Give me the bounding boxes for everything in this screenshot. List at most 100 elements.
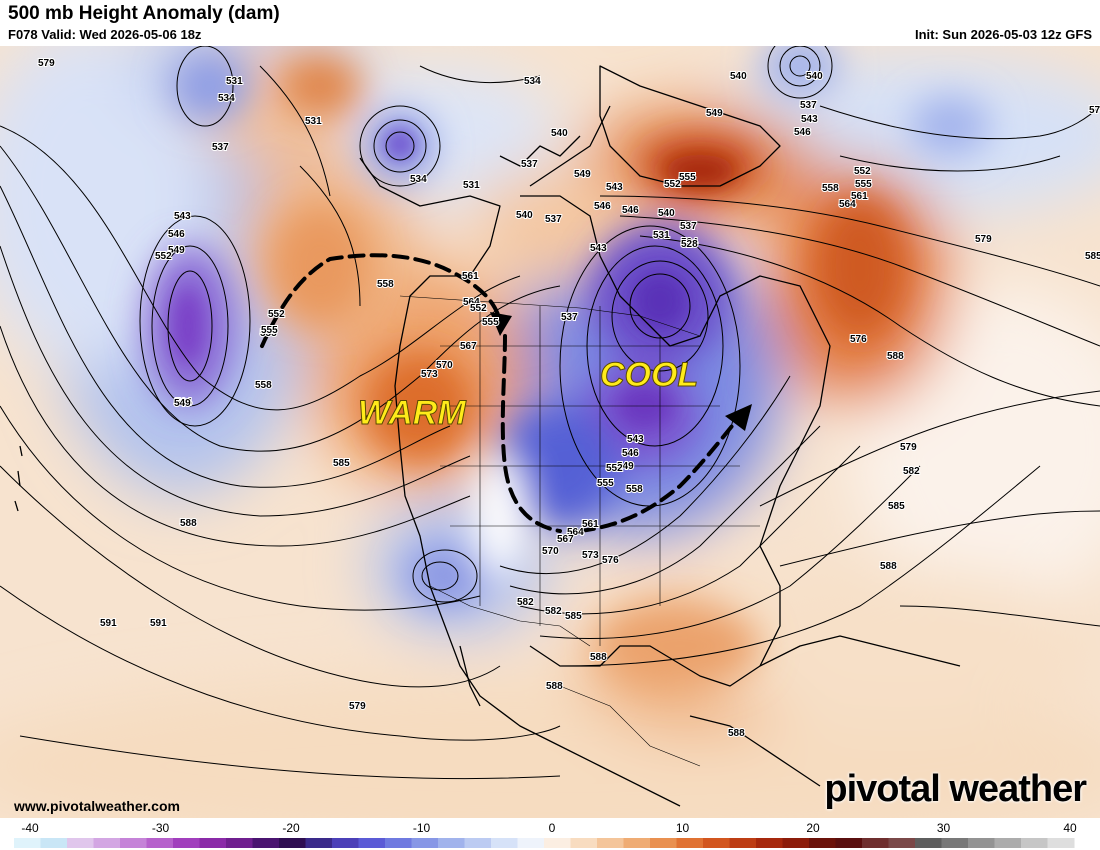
contour-label: 534 (681, 237, 698, 248)
contour-label: 585 (888, 501, 905, 512)
contour-label: 564 (839, 199, 856, 210)
colorbar-swatch (729, 838, 757, 848)
contour-label: 570 (436, 360, 453, 371)
contour-label: 549 (574, 169, 591, 180)
colorbar-swatch (941, 838, 969, 848)
contour-label: 528 (681, 239, 698, 250)
contour-label: 588 (546, 681, 563, 692)
contour-label: 546 (594, 201, 611, 212)
contour-label: 552 (470, 303, 487, 314)
colorbar-swatch (385, 838, 412, 848)
footer-url[interactable]: www.pivotalweather.com (14, 798, 180, 814)
colorbar-swatch (968, 838, 995, 848)
contour-label: 540 (806, 71, 823, 82)
contour-label: 558 (255, 380, 272, 391)
colorbar-swatch (756, 838, 783, 848)
contour-label: 582 (903, 466, 920, 477)
contour-label: 579 (38, 58, 55, 69)
contour-label: 552 (155, 251, 172, 262)
contour-label: 561 (582, 519, 599, 530)
contour-label: 546 (622, 205, 639, 216)
colorbar-tick-label: -30 (152, 821, 170, 835)
colorbar-ticks: -40 -30 -20 -10 0 10 20 30 40 (21, 821, 1077, 835)
contour-label: 555 (597, 478, 614, 489)
contour-label: 555 (261, 325, 278, 336)
colorbar-swatch (915, 838, 942, 848)
flow-arrows (260, 253, 742, 533)
contour-label: 540 (551, 128, 568, 139)
colorbar-swatch (491, 838, 518, 848)
contour-label: 588 (728, 728, 745, 739)
colorbar-swatch (782, 838, 810, 848)
colorbar-swatch (358, 838, 386, 848)
contour-label: 576 (850, 334, 867, 345)
contour-label: 579 (975, 234, 992, 245)
anomaly-field (0, 46, 1100, 818)
contour-label: 588 (180, 518, 197, 529)
colorbar-swatch (570, 838, 598, 848)
contour-label: 579 (349, 701, 366, 712)
colorbar-swatch (93, 838, 121, 848)
contour-label: 540 (516, 210, 533, 221)
contour-label: 576 (602, 555, 619, 566)
colorbar-swatch (67, 838, 94, 848)
colorbar-swatch (994, 838, 1022, 848)
contour-label: 552 (664, 179, 681, 190)
contour-label: 567 (557, 534, 574, 545)
contour-label: 537 (521, 159, 538, 170)
coastlines (14, 65, 961, 807)
colorbar-swatch (279, 838, 306, 848)
height-contours (0, 46, 1100, 780)
contour-label: 591 (100, 618, 117, 629)
contour-label: 564 (567, 527, 584, 538)
contour-label: 558 (822, 183, 839, 194)
contour-label: 537 (545, 214, 562, 225)
valid-time: F078 Valid: Wed 2026-05-06 18z (8, 27, 202, 42)
contour-label: 546 (168, 229, 185, 240)
colorbar-swatch (120, 838, 147, 848)
contour-label: 537 (561, 312, 578, 323)
colorbar-swatch (199, 838, 227, 848)
colorbar: -40 -30 -20 -10 0 10 20 30 40 (14, 821, 1077, 848)
colorbar-swatch (809, 838, 836, 848)
colorbar-swatch (438, 838, 465, 848)
contour-label: 588 (880, 561, 897, 572)
contour-label: 546 (794, 127, 811, 138)
contour-label: 585 (333, 458, 350, 469)
contour-label: 531 (653, 230, 670, 241)
cool-annotation: COOL (600, 356, 698, 394)
colorbar-tick-label: 30 (937, 821, 951, 835)
colorbar-swatch (252, 838, 280, 848)
contour-label: 564 (175, 397, 192, 408)
contour-label: 543 (627, 434, 644, 445)
colorbar-swatch (517, 838, 545, 848)
contour-label: 543 (174, 211, 191, 222)
colorbar-swatch (40, 838, 68, 848)
contour-label: 540 (658, 208, 675, 219)
contour-label: 558 (377, 279, 394, 290)
colorbar-swatch (226, 838, 253, 848)
contour-label: 549 (706, 108, 723, 119)
contour-label: 534 (218, 93, 235, 104)
contour-label: 591 (150, 618, 167, 629)
init-time: Init: Sun 2026-05-03 12z GFS (914, 27, 1092, 42)
contour-label: 582 (517, 597, 534, 608)
warm-annotation: WARM (358, 394, 466, 432)
colorbar-swatch (623, 838, 651, 848)
contour-label: 573 (582, 550, 599, 561)
contour-label: 549 (617, 461, 634, 472)
contour-label: 555 (679, 172, 696, 183)
contour-label: 564 (463, 297, 480, 308)
contour-label: 579 (900, 442, 917, 453)
colorbar-swatch (332, 838, 359, 848)
contour-label: 534 (524, 76, 541, 87)
map-title: 500 mb Height Anomaly (dam) (8, 3, 280, 24)
arrow-heads (490, 312, 752, 431)
contour-label: 570 (542, 546, 559, 557)
arrowhead-east (725, 404, 752, 431)
contour-label: 588 (887, 351, 904, 362)
colorbar-swatch (835, 838, 863, 848)
contour-label: 552 (854, 166, 871, 177)
colorbar-swatch (597, 838, 624, 848)
colorbar-tick-label: -40 (21, 821, 39, 835)
